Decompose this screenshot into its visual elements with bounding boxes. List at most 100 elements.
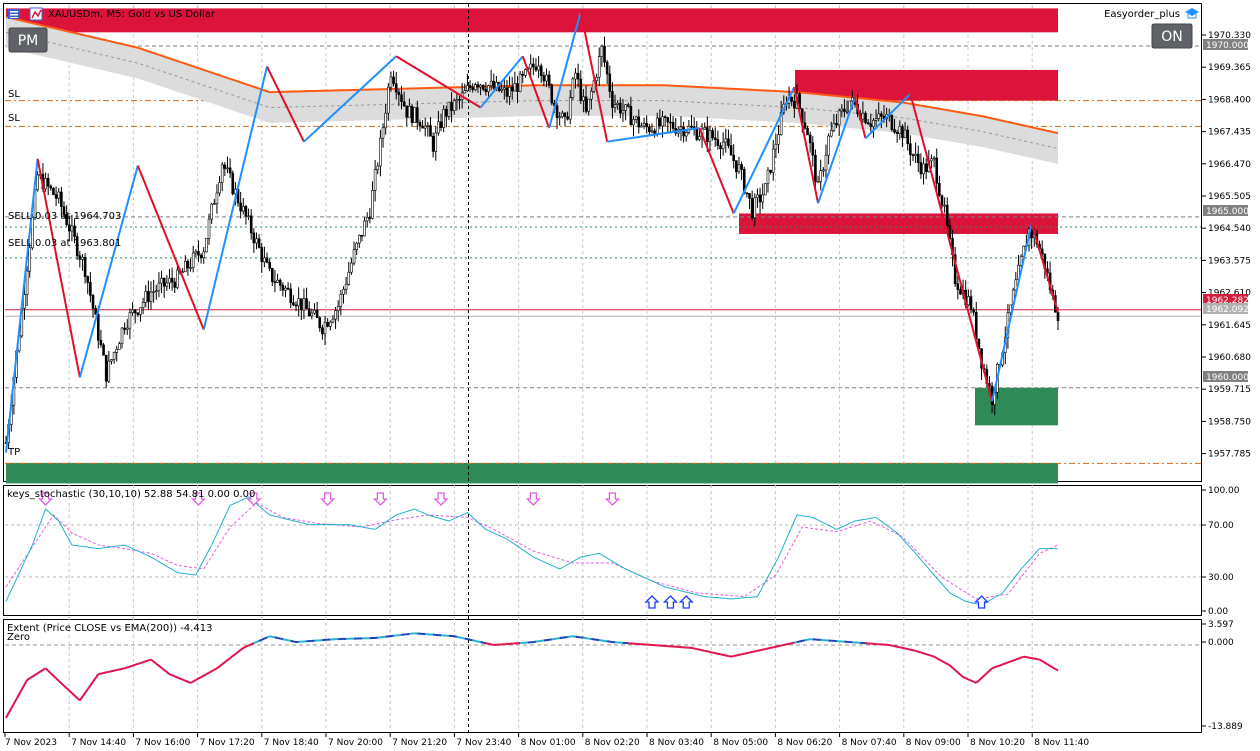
extent-segment xyxy=(786,642,790,646)
candle-body xyxy=(542,75,546,82)
candle-body xyxy=(753,197,757,219)
extent-segment xyxy=(179,677,184,681)
candle-body xyxy=(489,80,493,86)
time-axis-label: 7 Nov 17:20 xyxy=(200,738,255,748)
candle-body xyxy=(764,183,767,196)
extent-segment xyxy=(111,669,115,673)
extent-segment xyxy=(991,666,996,670)
candle-body xyxy=(162,277,166,287)
candle-body xyxy=(226,167,229,170)
extent-segment xyxy=(1004,661,1009,665)
zigzag-segment xyxy=(817,96,856,204)
candle-body xyxy=(302,298,306,311)
candle-body xyxy=(62,206,66,215)
extent-segment xyxy=(232,653,236,657)
price-axis-label: 1966.470 xyxy=(1208,160,1251,170)
candle-body xyxy=(766,169,770,184)
candle-body xyxy=(149,291,153,302)
price-axis-label: 1958.750 xyxy=(1208,417,1251,427)
candle-body xyxy=(458,99,461,101)
candle-body xyxy=(645,123,648,128)
candle-body xyxy=(574,72,577,80)
zigzag-segment xyxy=(395,55,482,109)
zigzag-segment xyxy=(136,165,205,331)
stoch-signal-line xyxy=(5,502,1059,600)
candle-body xyxy=(310,312,314,317)
time-axis-label: 8 Nov 10:20 xyxy=(970,738,1025,748)
candle-body xyxy=(73,225,76,237)
candle-body xyxy=(423,125,427,129)
candlesticks xyxy=(4,36,1060,449)
zigzag-segment xyxy=(854,97,867,139)
extent-segment xyxy=(84,688,89,694)
extent-segment xyxy=(208,670,213,674)
stochastic-lines xyxy=(5,492,1059,609)
extent-segment xyxy=(1007,660,1011,664)
ema200-line xyxy=(5,15,1059,135)
candle-body xyxy=(550,84,554,104)
extent-segment xyxy=(126,665,131,669)
extent-segment xyxy=(261,637,265,641)
candle-body xyxy=(442,108,445,128)
time-axis-label: 8 Nov 03:40 xyxy=(649,738,704,748)
extent-segment xyxy=(282,638,286,641)
candle-body xyxy=(655,117,659,135)
candle-body xyxy=(521,73,525,76)
candle-body xyxy=(455,99,459,102)
extent-segment xyxy=(941,660,946,664)
candle-body xyxy=(400,94,403,103)
extent-segment xyxy=(269,635,273,638)
candle-body xyxy=(721,141,725,150)
candle-body xyxy=(463,90,467,94)
candle-body xyxy=(220,164,224,183)
candle-body xyxy=(819,170,823,182)
candle-body xyxy=(729,145,733,156)
price-tag-label: 1960.000 xyxy=(1206,373,1249,383)
candle-body xyxy=(46,177,50,187)
extent-segment xyxy=(226,657,231,661)
candle-body xyxy=(524,69,527,76)
candle-body xyxy=(732,154,735,161)
candle-body xyxy=(54,194,58,199)
extent-segment xyxy=(794,641,798,644)
extent-segment xyxy=(904,647,908,651)
extent-segment xyxy=(1054,668,1059,672)
extent-segment xyxy=(29,675,33,680)
candle-body xyxy=(790,96,794,102)
on-button[interactable]: ON xyxy=(1151,23,1193,49)
extent-title: Extent (Price CLOSE vs EMA(200)) -4.413 xyxy=(7,623,212,634)
candle-body xyxy=(571,78,575,98)
extent-segment xyxy=(762,648,766,651)
extent-segment xyxy=(47,670,52,675)
extent-segment xyxy=(171,674,176,678)
price-axis-label: 1960.680 xyxy=(1208,353,1251,363)
ea-name: Easyorder_plus xyxy=(1104,9,1180,20)
extent-segment xyxy=(250,642,255,646)
candle-body xyxy=(52,187,55,195)
pm-button[interactable]: PM xyxy=(8,27,48,53)
candle-body xyxy=(23,294,26,309)
candle-body xyxy=(637,116,641,128)
extent-segment xyxy=(936,657,940,661)
candle-body xyxy=(326,321,329,327)
candle-body xyxy=(663,116,667,118)
extent-segment xyxy=(221,661,226,666)
sell-label-2: SELL 0.03 at 1963.801 xyxy=(8,238,121,249)
price-tag xyxy=(1203,205,1248,216)
extent-segment xyxy=(738,653,742,656)
candle-body xyxy=(249,215,253,234)
extent-segment xyxy=(108,670,112,673)
stoch-main-line xyxy=(5,496,1058,606)
extent-segment xyxy=(89,681,94,686)
svg-text:ON: ON xyxy=(1161,29,1183,45)
sell-arrow-icon xyxy=(604,492,620,506)
extent-segment xyxy=(23,679,28,686)
extent-segment xyxy=(1002,662,1006,666)
extent-segment xyxy=(965,677,969,681)
candle-body xyxy=(60,191,63,207)
extent-segment xyxy=(248,643,252,647)
candle-body xyxy=(816,181,820,183)
candle-body xyxy=(874,118,878,121)
extent-segment xyxy=(902,646,906,650)
extent-segment xyxy=(98,672,102,676)
